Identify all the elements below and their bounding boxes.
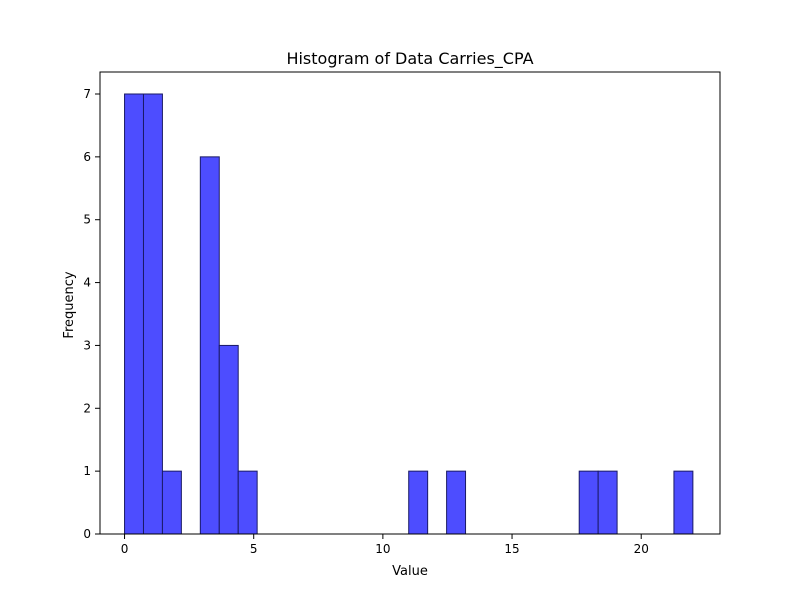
histogram-bar bbox=[218, 344, 239, 535]
histogram-bar bbox=[124, 93, 144, 535]
histogram-bar bbox=[408, 470, 429, 535]
x-axis-label: Value bbox=[392, 564, 428, 579]
histogram-bar bbox=[142, 93, 163, 535]
y-tick-label: 4 bbox=[83, 276, 91, 290]
x-tick-label: 20 bbox=[634, 542, 649, 556]
y-axis-ticks: 0 1 2 3 4 5 6 7 bbox=[83, 87, 100, 541]
y-tick-label: 0 bbox=[83, 527, 91, 541]
x-tick-label: 10 bbox=[375, 542, 390, 556]
y-axis-label: Frequency bbox=[62, 271, 77, 338]
chart-title: Histogram of Data Carries_CPA bbox=[286, 49, 533, 69]
y-tick-label: 1 bbox=[83, 464, 91, 478]
histogram-bar bbox=[578, 470, 599, 535]
x-tick-label: 0 bbox=[121, 542, 129, 556]
x-tick-label: 15 bbox=[504, 542, 519, 556]
x-axis-ticks: 0 5 10 15 20 bbox=[121, 534, 649, 556]
bars-group bbox=[124, 93, 694, 535]
y-tick-label: 7 bbox=[83, 87, 91, 101]
histogram-bar bbox=[446, 470, 467, 535]
histogram-bar bbox=[199, 156, 220, 535]
histogram-bar bbox=[597, 470, 618, 535]
histogram-bar bbox=[161, 470, 182, 535]
x-tick-label: 5 bbox=[250, 542, 258, 556]
histogram-bar bbox=[673, 470, 694, 535]
y-tick-label: 5 bbox=[83, 213, 91, 227]
y-tick-label: 3 bbox=[83, 338, 91, 352]
y-tick-label: 6 bbox=[83, 150, 91, 164]
y-tick-label: 2 bbox=[83, 401, 91, 415]
plot-frame bbox=[99, 71, 721, 535]
histogram-bar bbox=[237, 470, 258, 535]
